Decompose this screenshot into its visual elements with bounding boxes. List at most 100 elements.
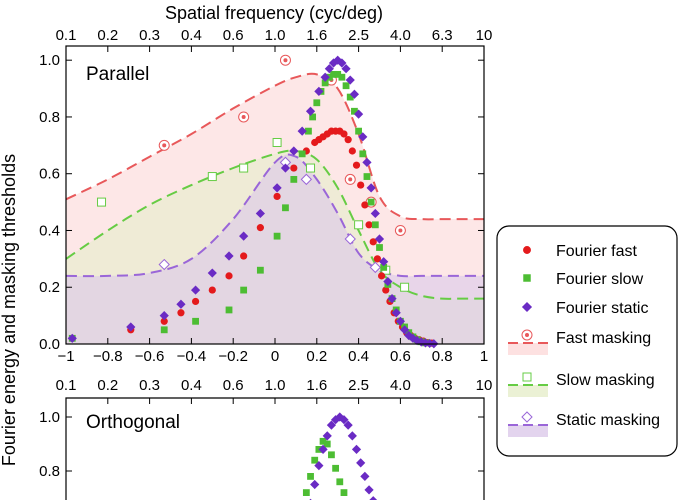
data-point-0-21 [348, 147, 356, 155]
panel-label: Parallel [86, 64, 149, 85]
ortho-point-1-14 [364, 485, 374, 495]
ortho-point-1-5 [326, 420, 337, 430]
data-point-1-17 [334, 70, 342, 78]
top-tick-label: 0.6 [223, 27, 244, 44]
data-point-1-25 [367, 198, 375, 206]
ortho-panel-label: Orthogonal [86, 412, 180, 433]
data-point-1-5 [256, 266, 264, 274]
ortho-top-tick-label: 0.6 [223, 377, 244, 394]
bottom-tick-label: 0 [271, 348, 279, 365]
data-point-2-31 [387, 293, 397, 304]
y-tick-label: 0.2 [39, 279, 60, 296]
ortho-top-tick-label: 0.2 [97, 377, 118, 394]
legend-label-1: Fourier slow [556, 271, 644, 288]
data-point-2-17 [328, 58, 339, 68]
threshold-point-1-5 [354, 220, 364, 230]
ortho-point-0-6 [328, 451, 335, 459]
data-point-1-23 [359, 150, 367, 158]
top-tick-label: 2.5 [348, 27, 369, 44]
legend-swatch-fill-4 [508, 385, 548, 397]
data-point-2-1 [126, 322, 136, 332]
data-point-2-23 [354, 109, 364, 119]
ortho-point-1-11 [351, 444, 362, 454]
ortho-y-tick-label: 0.8 [39, 463, 60, 480]
ortho-top-tick-label: 0.3 [139, 377, 160, 394]
threshold-point-0-0 [158, 139, 170, 151]
bottom-tick-label: −0.6 [135, 348, 165, 365]
data-point-2-28 [374, 234, 385, 244]
threshold-curve-2 [65, 153, 484, 278]
legend-marker-0 [523, 246, 531, 254]
threshold-point-1-4 [306, 163, 316, 173]
data-point-1-21 [351, 107, 358, 115]
data-point-0-7 [240, 252, 248, 260]
data-point-2-38 [416, 337, 426, 347]
legend: Fourier fast Fourier slow Fourier static Fa… [496, 225, 678, 457]
data-point-2-25 [362, 157, 372, 167]
ortho-top-tick-label: 4.0 [390, 377, 411, 394]
ortho-point-0-8 [336, 478, 344, 486]
threshold-point-0-0-dot [162, 143, 167, 148]
ortho-point-1-2 [314, 461, 324, 471]
data-point-1-16 [330, 70, 337, 78]
data-point-0-5 [208, 286, 216, 294]
data-point-1-26 [371, 221, 379, 229]
data-point-2-27 [370, 208, 380, 219]
y-tick-label: 0.4 [39, 222, 60, 239]
threshold-point-0-6 [394, 224, 406, 236]
threshold-fill-2 [66, 154, 484, 344]
data-point-2-8 [255, 208, 265, 219]
data-point-1-7 [282, 204, 289, 212]
top-tick-label: 4.0 [390, 27, 411, 44]
ortho-point-0-9 [340, 489, 348, 496]
legend-marker-2 [521, 301, 533, 313]
top-axis-title: Spatial frequency (cyc/deg) [165, 3, 383, 23]
data-point-2-4 [190, 285, 201, 295]
top-tick-label: 6.3 [432, 27, 453, 44]
data-point-1-28 [380, 263, 388, 271]
data-point-0-3 [177, 309, 185, 317]
data-point-2-21 [345, 75, 355, 85]
bottom-tick-label: 1 [480, 348, 488, 365]
ortho-top-tick-label: 1.6 [306, 377, 327, 394]
legend-marker-5 [521, 411, 533, 423]
ortho-point-1-3 [318, 444, 328, 454]
data-point-2-34 [399, 325, 410, 335]
data-point-1-19 [342, 82, 350, 90]
ortho-y-tick-label: 1.0 [39, 409, 60, 426]
data-point-1-20 [346, 93, 354, 101]
ortho-point-1-1 [310, 479, 320, 490]
data-point-1-12 [313, 99, 321, 107]
bottom-tick-label: 0.4 [348, 348, 369, 365]
data-point-2-30 [383, 276, 393, 287]
data-point-1-18 [338, 73, 346, 81]
data-point-1-22 [355, 127, 362, 135]
threshold-point-2-0 [158, 258, 170, 271]
data-point-0-23 [357, 181, 365, 189]
data-point-1-3 [225, 306, 233, 314]
threshold-curve-1 [65, 149, 484, 300]
legend-label-5: Static masking [556, 412, 660, 429]
top-tick-label: 0.4 [181, 27, 202, 44]
ortho-point-0-7 [332, 464, 340, 472]
parallel-panel: Spatial frequency (cyc/deg) Fourier energ… [0, 3, 492, 466]
threshold-point-0-4-dot [348, 177, 353, 182]
data-point-2-26 [366, 183, 376, 193]
top-tick-label: 1.6 [306, 27, 327, 44]
data-point-2-7 [239, 231, 249, 241]
data-point-2-33 [395, 316, 405, 326]
legend-label-3: Fast masking [556, 330, 651, 347]
bottom-tick-label: 0.2 [306, 348, 327, 365]
data-point-2-20 [341, 64, 351, 74]
threshold-point-0-1 [238, 111, 250, 123]
threshold-point-0-1-dot [241, 114, 246, 119]
data-point-0-2 [160, 317, 168, 325]
bottom-tick-label: 0.8 [432, 348, 453, 365]
data-point-2-3 [176, 299, 186, 309]
bottom-tick-label: −0.2 [218, 348, 248, 365]
top-tick-label: 0.3 [139, 27, 160, 44]
bottom-tick-label: 0.6 [390, 348, 411, 365]
data-point-0-10 [290, 164, 298, 172]
data-point-2-32 [391, 308, 401, 318]
ortho-point-0-0 [302, 489, 310, 496]
